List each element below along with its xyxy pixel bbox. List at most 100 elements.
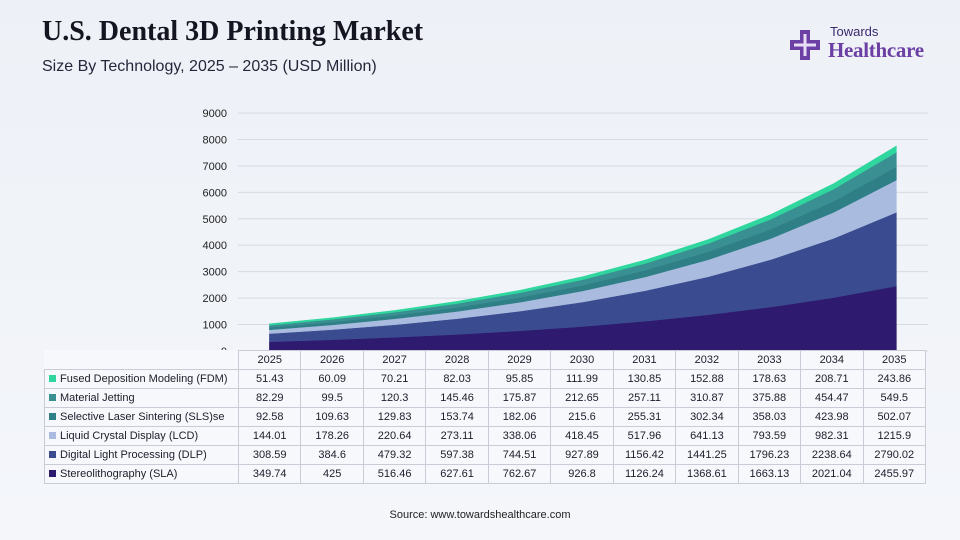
data-label: 2021.04 — [800, 464, 864, 484]
data-label: 120.3 — [362, 388, 427, 408]
data-label: 982.31 — [800, 426, 864, 446]
data-label: 144.01 — [237, 426, 302, 446]
x-tick-label: 2026 — [300, 350, 364, 370]
legend-swatch — [49, 432, 56, 439]
series-name: Stereolithography (SLA) — [60, 468, 178, 480]
data-label: 308.59 — [237, 445, 302, 465]
series-name: Fused Deposition Modeling (FDM) — [60, 373, 228, 385]
table-row: Selective Laser Sintering (SLS)se 92.58 10… — [44, 407, 927, 427]
y-tick-label: 6000 — [203, 187, 227, 199]
source-note: Source: www.towardshealthcare.com — [389, 509, 571, 521]
data-label: 1156.42 — [612, 445, 677, 465]
legend-swatch — [49, 394, 56, 401]
data-label: 2238.64 — [800, 445, 864, 465]
legend-entry: Digital Light Processing (DLP) — [44, 445, 239, 465]
data-label: 220.64 — [362, 426, 427, 446]
x-tick-label: 2034 — [800, 350, 864, 370]
data-table: 2025 2026 2027 2028 2029 2030 2031 2032 2033 2034… — [44, 350, 927, 484]
data-label: 425 — [300, 464, 364, 484]
y-tick-label: 1000 — [203, 320, 227, 332]
legend-swatch — [49, 451, 56, 458]
legend-entry: Liquid Crystal Display (LCD) — [44, 426, 239, 446]
data-label: 479.32 — [362, 445, 427, 465]
data-label: 502.07 — [862, 407, 927, 427]
data-label: 51.43 — [237, 369, 302, 389]
data-label: 418.45 — [550, 426, 614, 446]
data-label: 375.88 — [737, 388, 802, 408]
data-label: 130.85 — [612, 369, 677, 389]
data-label: 423.98 — [800, 407, 864, 427]
x-tick-label: 2029 — [487, 350, 552, 370]
x-tick-label: 2028 — [425, 350, 489, 370]
data-label: 597.38 — [425, 445, 489, 465]
data-label: 82.29 — [237, 388, 302, 408]
data-label: 82.03 — [425, 369, 489, 389]
table-row: Material Jetting 82.29 99.5 120.3 145.46 175.… — [44, 388, 927, 408]
data-label: 212.65 — [550, 388, 614, 408]
stacked-area-chart: 0100020003000400050006000700080009000 — [203, 108, 928, 358]
y-tick-label: 4000 — [203, 240, 227, 252]
data-label: 111.99 — [550, 369, 614, 389]
legend-entry: Fused Deposition Modeling (FDM) — [44, 369, 239, 389]
legend-entry: Selective Laser Sintering (SLS)se — [44, 407, 239, 427]
data-label: 516.46 — [362, 464, 427, 484]
data-label: 215.6 — [550, 407, 614, 427]
data-label: 129.83 — [362, 407, 427, 427]
y-tick-label: 5000 — [203, 214, 227, 226]
data-label: 99.5 — [300, 388, 364, 408]
data-label: 152.88 — [675, 369, 739, 389]
y-tick-label: 9000 — [203, 108, 227, 120]
x-tick-label: 2025 — [237, 350, 302, 370]
data-label: 182.06 — [487, 407, 552, 427]
area-series-fused-deposition-modeling-fdm — [269, 145, 897, 326]
data-label: 1126.24 — [612, 464, 677, 484]
legend-entry: Stereolithography (SLA) — [44, 464, 239, 484]
chart-title: U.S. Dental 3D Printing Market — [42, 16, 424, 47]
data-label: 178.63 — [737, 369, 802, 389]
data-label: 926.8 — [550, 464, 614, 484]
y-tick-label: 7000 — [203, 161, 227, 173]
x-tick-label: 2027 — [362, 350, 427, 370]
chart-subtitle: Size By Technology, 2025 – 2035 (USD Mil… — [42, 58, 377, 75]
data-label: 175.87 — [487, 388, 552, 408]
data-label: 1368.61 — [675, 464, 739, 484]
data-label: 70.21 — [362, 369, 427, 389]
data-label: 60.09 — [300, 369, 364, 389]
data-label: 109.63 — [300, 407, 364, 427]
data-label: 1215.9 — [862, 426, 927, 446]
data-label: 255.31 — [612, 407, 677, 427]
data-label: 92.58 — [237, 407, 302, 427]
data-label: 273.11 — [425, 426, 489, 446]
logo-text-towards: Towards — [830, 24, 879, 39]
medical-cross-icon — [790, 30, 820, 60]
data-label: 454.47 — [800, 388, 864, 408]
series-name: Liquid Crystal Display (LCD) — [60, 430, 199, 442]
table-row: Stereolithography (SLA) 349.74 425 516.46 62… — [44, 464, 927, 484]
data-label: 627.61 — [425, 464, 489, 484]
legend-entry: Material Jetting — [44, 388, 239, 408]
data-label: 1441.25 — [675, 445, 739, 465]
data-label: 338.06 — [487, 426, 552, 446]
data-label: 549.5 — [862, 388, 927, 408]
logo-text-healthcare: Healthcare — [828, 38, 924, 62]
data-label: 310.87 — [675, 388, 739, 408]
y-tick-label: 3000 — [203, 267, 227, 279]
y-tick-label: 2000 — [203, 293, 227, 305]
table-row: Digital Light Processing (DLP) 308.59 384.… — [44, 445, 927, 465]
legend-swatch — [49, 470, 56, 477]
legend-swatch — [49, 375, 56, 382]
data-label: 2790.02 — [862, 445, 927, 465]
data-label: 744.51 — [487, 445, 552, 465]
x-tick-label: 2032 — [675, 350, 739, 370]
data-label: 243.86 — [862, 369, 927, 389]
data-label: 95.85 — [487, 369, 552, 389]
series-name: Digital Light Processing (DLP) — [60, 449, 207, 461]
x-tick-label: 2033 — [737, 350, 802, 370]
data-label: 517.96 — [612, 426, 677, 446]
table-corner — [45, 351, 239, 370]
y-tick-label: 8000 — [203, 134, 227, 146]
data-label: 145.46 — [425, 388, 489, 408]
data-label: 2455.97 — [862, 464, 927, 484]
table-row: Liquid Crystal Display (LCD) 144.01 178.26… — [44, 426, 927, 446]
x-tick-label: 2030 — [550, 350, 614, 370]
